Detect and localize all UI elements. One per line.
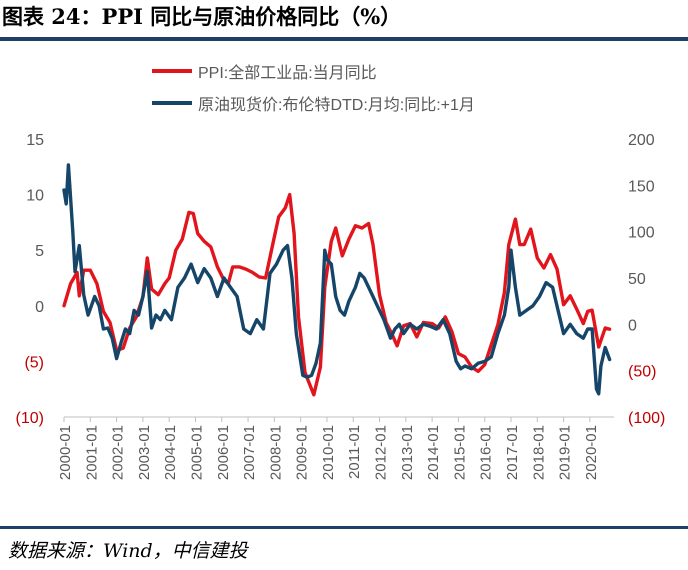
legend-label-oil: 原油现货价:布伦特DTD:月均:同比:+1月 <box>198 96 475 114</box>
x-tick-label: 2011-01 <box>346 425 363 479</box>
right-tick-label: 0 <box>628 317 637 334</box>
right-tick-label: 150 <box>628 178 655 195</box>
x-tick-label: 2007-01 <box>241 425 258 480</box>
chart-title: 图表 24：PPI 同比与原油价格同比（%） <box>2 4 402 29</box>
left-tick-label: 0 <box>35 299 44 316</box>
plot-area <box>62 163 612 397</box>
left-tick-label: 5 <box>35 243 44 260</box>
oil-series-line <box>62 163 612 396</box>
x-tick-label: 2002-01 <box>110 425 127 480</box>
x-tick-label: 2015-01 <box>451 425 468 480</box>
x-axis: 2000-01 2001-01 2002-01 2003-01 2004-01 2005-… <box>57 416 614 480</box>
right-tick-label: 200 <box>628 132 655 149</box>
left-tick-label: (5) <box>24 354 44 371</box>
right-tick-label: 100 <box>628 225 655 242</box>
x-tick-label: 2004-01 <box>162 425 179 480</box>
ppi-series-line <box>62 192 612 397</box>
x-tick-label: 2012-01 <box>373 425 390 480</box>
chart-canvas: PPI:全部工业品:当月同比 原油现货价:布伦特DTD:月均:同比:+1月 15… <box>16 64 666 480</box>
x-tick-label: 2006-01 <box>215 425 232 480</box>
x-tick-label: 2009-01 <box>294 425 311 480</box>
x-tick-label: 2000-01 <box>57 425 74 480</box>
right-tick-label: (50) <box>628 364 656 381</box>
x-tick-label: 2001-01 <box>83 425 100 480</box>
x-tick-label: 2020-01 <box>583 425 600 480</box>
right-axis: 200 150 100 50 0 (50) (100) <box>628 132 665 427</box>
right-tick-label: 50 <box>628 271 646 288</box>
legend: PPI:全部工业品:当月同比 原油现货价:布伦特DTD:月均:同比:+1月 <box>152 64 475 114</box>
x-tick-label: 2013-01 <box>399 425 416 480</box>
legend-label-ppi: PPI:全部工业品:当月同比 <box>198 64 377 82</box>
x-tick-label: 2003-01 <box>136 425 153 480</box>
x-tick-label: 2016-01 <box>478 425 495 480</box>
source-note: 数据来源：Wind，中信建投 <box>8 540 248 562</box>
x-tick-label: 2017-01 <box>504 425 521 480</box>
x-tick-label: 2010-01 <box>320 425 337 480</box>
left-tick-label: 15 <box>26 132 44 149</box>
x-tick-label: 2018-01 <box>530 425 547 480</box>
x-tick-label: 2005-01 <box>188 425 205 480</box>
footer-rule <box>0 526 688 529</box>
left-axis: 15 10 5 0 (5) (10) <box>16 132 45 427</box>
x-tick-label: 2019-01 <box>557 425 574 480</box>
right-tick-label: (100) <box>628 410 665 427</box>
x-tick-label: 2008-01 <box>267 425 284 480</box>
left-tick-label: (10) <box>16 410 44 427</box>
left-tick-label: 10 <box>26 188 44 205</box>
title-rule <box>0 37 688 41</box>
x-tick-label: 2014-01 <box>425 425 442 480</box>
